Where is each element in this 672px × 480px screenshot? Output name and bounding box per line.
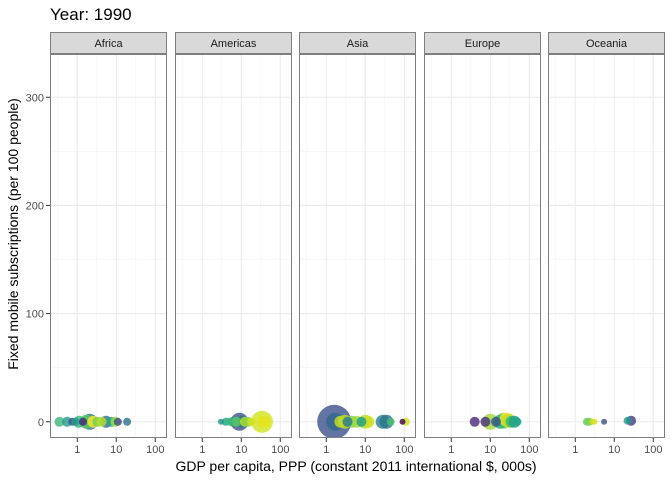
chart-title: Year: 1990 — [50, 5, 132, 24]
facet-panel-americas: Americas 1 10 100 — [175, 32, 292, 456]
x-tick-label: 10 — [235, 444, 247, 456]
data-point — [96, 416, 107, 427]
points-layer — [54, 413, 132, 430]
y-tick-label: 100 — [26, 309, 44, 321]
x-tick-label: 100 — [644, 444, 662, 456]
x-tick-label: 100 — [271, 444, 289, 456]
x-tick-label: 1 — [572, 444, 578, 456]
facet-label-europe: Europe — [465, 38, 500, 50]
points-layer — [217, 410, 273, 433]
x-tick-label: 1 — [323, 444, 329, 456]
x-tick-label: 10 — [484, 444, 496, 456]
data-point — [113, 417, 122, 426]
y-tick-label: 200 — [26, 200, 44, 212]
panel-background — [424, 54, 541, 438]
x-axis-title: GDP per capita, PPP (constant 2011 inter… — [175, 458, 536, 474]
data-point — [480, 416, 491, 427]
panel-border — [175, 54, 292, 438]
facet-panel-oceania: Oceania 1 10 100 — [548, 32, 665, 456]
data-point — [399, 418, 406, 425]
facet-label-africa: Africa — [94, 38, 123, 50]
data-point — [225, 417, 234, 426]
panel-border — [548, 54, 665, 438]
data-point — [54, 416, 65, 427]
data-point — [231, 416, 242, 427]
panel-grid — [50, 54, 167, 438]
x-tick-label: 100 — [395, 444, 413, 456]
x-tick-label: 1 — [448, 444, 454, 456]
data-point — [79, 417, 87, 426]
y-tick-label: 300 — [26, 92, 44, 104]
panel-grid — [424, 54, 541, 438]
data-point — [356, 416, 367, 427]
data-point — [71, 417, 80, 426]
facet-panel-asia: Asia 1 10 100 — [299, 32, 416, 456]
points-layer — [583, 415, 637, 426]
data-point — [257, 415, 270, 428]
data-point — [217, 418, 224, 425]
data-point — [342, 416, 353, 427]
x-tick-label: 1 — [74, 444, 80, 456]
panel-border — [299, 54, 416, 438]
facet-label-americas: Americas — [211, 38, 257, 50]
panel-border — [424, 54, 541, 438]
data-point — [386, 417, 395, 426]
x-tick-label: 1 — [199, 444, 205, 456]
panel-grid — [548, 54, 665, 438]
panel-grid — [175, 54, 292, 438]
y-axis-title: Fixed mobile subscriptions (per 100 peop… — [5, 98, 21, 370]
panel-background — [548, 54, 665, 438]
x-tick-label: 10 — [110, 444, 122, 456]
y-tick-label: 0 — [38, 417, 44, 429]
data-point — [513, 417, 522, 426]
data-point — [491, 416, 501, 427]
panel-background — [299, 54, 416, 438]
data-point — [591, 418, 598, 425]
facet-strip — [548, 32, 665, 54]
data-point — [623, 416, 632, 425]
panel-background — [50, 54, 167, 438]
x-tick-label: 10 — [608, 444, 620, 456]
data-point — [469, 416, 480, 427]
facet-panel-europe: Europe 1 10 100 — [424, 32, 541, 456]
panel-background — [175, 54, 292, 438]
facet-panel-africa: Africa 1 10 100 0 100 200 300 — [26, 32, 167, 456]
panel-grid — [299, 54, 416, 438]
x-tick-label: 100 — [146, 444, 164, 456]
panel-border — [50, 54, 167, 438]
points-layer — [317, 404, 410, 438]
facet-strip — [50, 32, 167, 54]
data-point — [247, 417, 256, 426]
facet-strip — [175, 32, 292, 54]
facet-strip — [424, 32, 541, 54]
data-point — [123, 417, 132, 426]
x-tick-label: 100 — [520, 444, 538, 456]
facet-label-oceania: Oceania — [586, 38, 628, 50]
x-tick-label: 10 — [359, 444, 371, 456]
facet-label-asia: Asia — [347, 38, 369, 50]
facet-strip — [299, 32, 416, 54]
data-point — [334, 415, 347, 428]
points-layer — [469, 412, 522, 430]
data-point — [601, 418, 608, 425]
